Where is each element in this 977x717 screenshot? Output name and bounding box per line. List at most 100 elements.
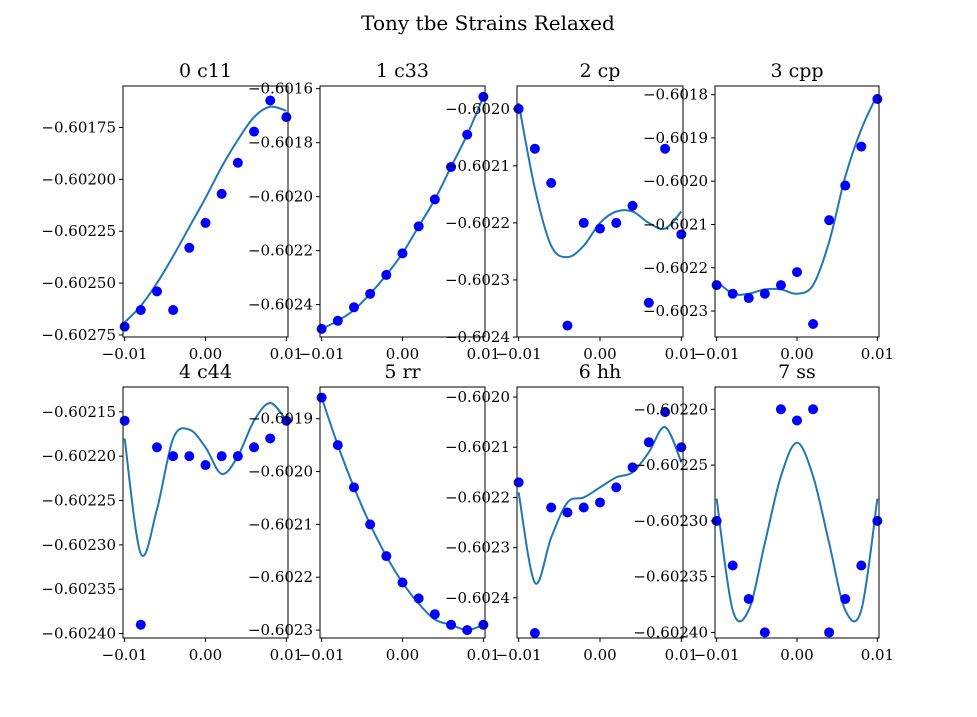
data-point [775,404,786,415]
panel-7: −0.01 0.00 0.01 −0.60240 −0.60235 −0.60230 −0.… [633,361,894,664]
y-tick-label: −0.6018 [248,134,313,152]
data-point [595,497,605,508]
x-tick-label: 0.01 [665,345,698,363]
data-point [513,103,524,114]
data-point [446,161,457,172]
x-tick-label: 0.01 [467,646,500,664]
axes-frame [516,85,684,338]
data-point [856,141,867,152]
panel-title: 1 c33 [376,60,429,82]
data-point [478,619,489,630]
data-point [365,519,376,530]
x-tick-label: 0.01 [467,345,500,363]
data-point [643,437,654,448]
y-tick-label: −0.6023 [248,621,313,639]
y-tick-label: −0.6022 [445,214,510,232]
data-point [578,217,589,228]
panel-title: 5 rr [384,361,421,383]
y-tick-label: −0.6021 [445,438,510,456]
data-point [840,593,851,604]
data-point [627,200,638,211]
data-point [200,460,211,471]
data-point [151,286,162,297]
y-tick-label: −0.6019 [248,410,313,428]
data-point [135,305,146,316]
x-tick-label: 0.01 [861,646,894,664]
data-point [840,180,851,191]
data-point [578,502,589,513]
data-point [513,477,524,488]
data-point [265,433,276,444]
x-tick-label: 0.00 [583,646,616,664]
x-tick-label: 0.00 [780,345,813,363]
data-point [872,515,883,526]
x-tick-label: 0.01 [861,345,894,363]
data-point [872,93,883,104]
y-tick-label: −0.6021 [248,515,313,533]
data-point [429,194,440,205]
data-point [446,619,457,630]
y-tick-label: −0.6022 [248,242,313,260]
data-point [676,442,687,453]
y-tick-label: −0.6024 [445,589,510,607]
data-point [429,609,440,620]
y-tick-label: −0.60215 [41,403,116,421]
panel-5: −0.01 0.00 0.01 −0.6023 −0.6022 −0.6021 −0.602… [248,361,500,664]
data-point [397,248,408,259]
axes-frame [714,85,880,338]
data-point [643,297,654,308]
data-point [249,126,260,137]
data-point [200,217,211,228]
y-tick-label: −0.6021 [643,215,708,233]
data-point [168,451,179,462]
y-tick-label: −0.60235 [633,568,708,586]
panel-2: −0.01 0.00 0.01−0.6024−0.6023−0.6022−0.602… [445,60,698,363]
figure-title: Tony tbe Strains Relaxed [361,11,615,35]
fit-curve [517,102,683,259]
data-point [216,451,227,462]
data-point [332,315,343,326]
x-tick-label: 0.00 [583,345,616,363]
data-point [135,619,146,630]
fit-curve [123,401,288,557]
x-tick-label: −0.01 [299,345,345,363]
axes-frame [319,85,486,338]
data-point [332,440,343,451]
y-tick-label: −0.60225 [633,456,708,474]
data-point [759,288,770,299]
y-tick-label: −0.6024 [445,328,510,346]
data-point [216,188,227,199]
data-point [462,625,473,636]
panel-0: −0.01 0.00 0.01 −0.60275 −0.60250 −0.60225 −0.… [41,60,303,363]
data-point [462,129,473,140]
panel-title: 2 cp [580,60,621,82]
data-point [316,392,327,403]
data-point [365,288,376,299]
y-tick-label: −0.60225 [41,222,116,240]
y-tick-label: −0.6023 [445,539,510,557]
data-point [743,593,754,604]
y-tick-label: −0.60220 [633,400,708,418]
panel-title: 3 cpp [770,60,823,82]
data-point [627,462,638,473]
data-point [676,229,687,240]
y-tick-label: −0.60230 [633,512,708,530]
x-tick-label: 0.01 [270,345,303,363]
y-tick-label: −0.60220 [41,447,116,465]
x-tick-label: 0.00 [386,646,419,664]
data-point [792,267,802,278]
y-tick-label: −0.6022 [248,568,313,586]
y-tick-label: −0.6019 [643,129,708,147]
y-tick-label: −0.6021 [445,157,510,175]
data-point [792,415,802,426]
data-point [478,91,489,102]
y-tick-label: −0.6020 [445,100,510,118]
data-point [232,157,243,168]
data-point [168,305,179,316]
data-point [824,215,835,226]
data-point [611,482,622,493]
x-tick-label: −0.01 [299,646,345,664]
data-point [281,415,292,426]
panel-title: 0 c11 [179,60,232,82]
